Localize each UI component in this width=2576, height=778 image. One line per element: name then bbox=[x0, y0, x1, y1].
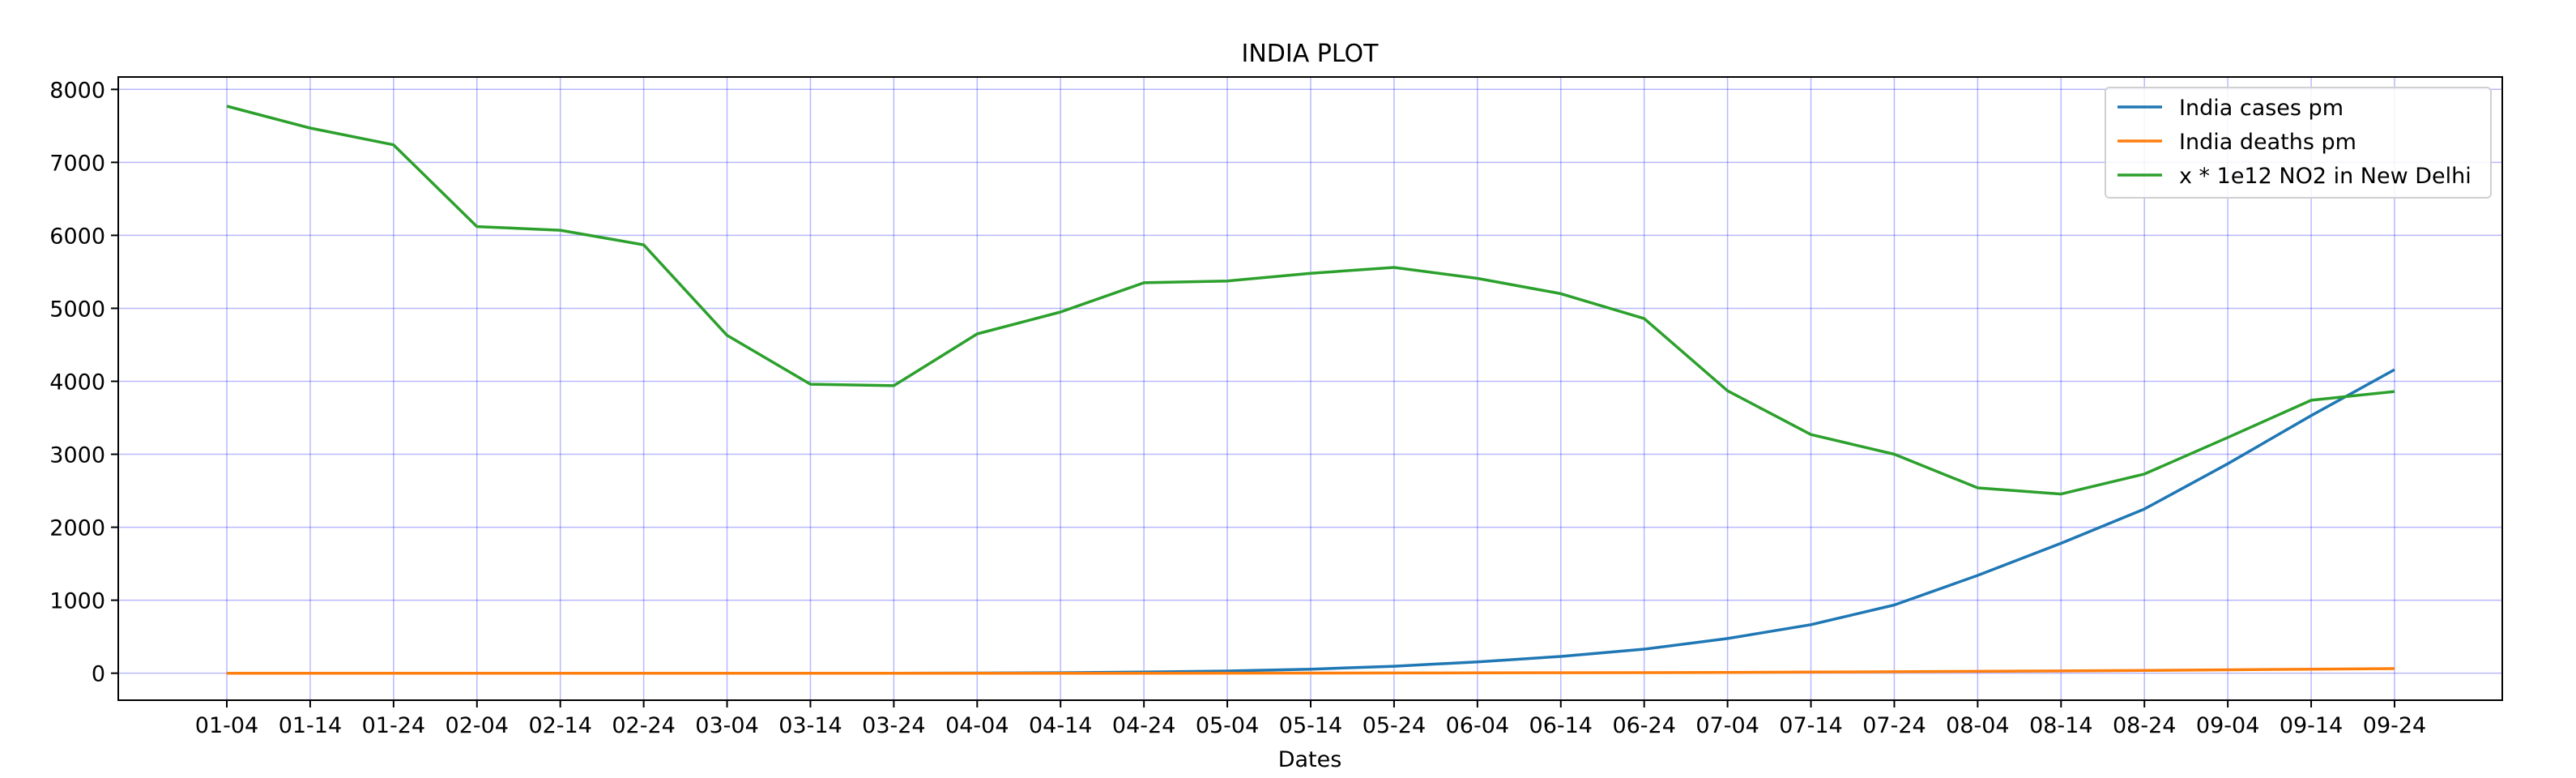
x-tick-label: 09-24 bbox=[2363, 713, 2426, 738]
x-tick-label: 09-14 bbox=[2280, 713, 2343, 738]
series-line-3 bbox=[226, 105, 2395, 496]
x-tick-label: 08-14 bbox=[2029, 713, 2092, 738]
x-tick-label: 04-24 bbox=[1112, 713, 1175, 738]
legend-label-3: x * 1e12 NO2 in New Delhi bbox=[2179, 164, 2472, 189]
x-tick-label: 02-04 bbox=[446, 713, 509, 738]
series-line-2 bbox=[227, 667, 2395, 675]
x-tick-label: 06-14 bbox=[1529, 713, 1593, 738]
x-tick-label: 04-14 bbox=[1029, 713, 1092, 738]
x-tick-label: 07-14 bbox=[1779, 713, 1842, 738]
x-tick-label: 06-24 bbox=[1612, 713, 1675, 738]
chart-title: INDIA PLOT bbox=[1242, 40, 1380, 68]
x-tick-label: 08-24 bbox=[2113, 713, 2176, 738]
x-tick-label: 05-24 bbox=[1363, 713, 1426, 738]
x-tick-label: 09-04 bbox=[2196, 713, 2259, 738]
y-tick-label: 2000 bbox=[49, 516, 105, 541]
x-tick-label: 07-24 bbox=[1862, 713, 1926, 738]
x-axis-label: Dates bbox=[1278, 747, 1342, 772]
y-tick-label: 3000 bbox=[49, 443, 105, 468]
x-tick-label: 05-04 bbox=[1196, 713, 1259, 738]
legend-label-1: India cases pm bbox=[2179, 96, 2344, 121]
x-tick-label: 02-24 bbox=[612, 713, 675, 738]
x-tick-label: 07-04 bbox=[1695, 713, 1759, 738]
legend-box bbox=[2105, 87, 2492, 199]
y-tick-label: 0 bbox=[92, 662, 105, 687]
x-tick-label: 01-24 bbox=[362, 713, 425, 738]
y-tick-label: 4000 bbox=[49, 370, 105, 395]
y-tick-label: 5000 bbox=[49, 297, 105, 322]
x-tick-label: 01-04 bbox=[195, 713, 258, 738]
x-tick-label: 03-14 bbox=[778, 713, 842, 738]
grid-lines bbox=[118, 77, 2502, 700]
y-tick-label: 1000 bbox=[49, 589, 105, 614]
legend: India cases pm India deaths pm x * 1e12 NO… bbox=[2105, 87, 2492, 199]
series-lines bbox=[226, 105, 2395, 675]
y-axis: 0 1000 2000 3000 4000 5000 6000 7000 8000 bbox=[49, 78, 118, 687]
x-tick-label: 05-14 bbox=[1279, 713, 1342, 738]
x-tick-label: 03-24 bbox=[862, 713, 925, 738]
y-tick-label: 8000 bbox=[49, 78, 105, 103]
x-tick-label: 01-14 bbox=[279, 713, 342, 738]
x-tick-label: 03-04 bbox=[695, 713, 758, 738]
x-tick-label: 04-04 bbox=[945, 713, 1009, 738]
x-axis: 01-04 01-14 01-24 02-04 02-14 02-24 03-04 03-14… bbox=[195, 700, 2426, 738]
x-tick-label: 06-04 bbox=[1446, 713, 1509, 738]
y-tick-label: 7000 bbox=[49, 151, 105, 176]
y-tick-label: 6000 bbox=[49, 224, 105, 249]
x-tick-label: 08-04 bbox=[1946, 713, 2009, 738]
legend-label-2: India deaths pm bbox=[2179, 130, 2356, 155]
x-tick-label: 02-14 bbox=[528, 713, 591, 738]
